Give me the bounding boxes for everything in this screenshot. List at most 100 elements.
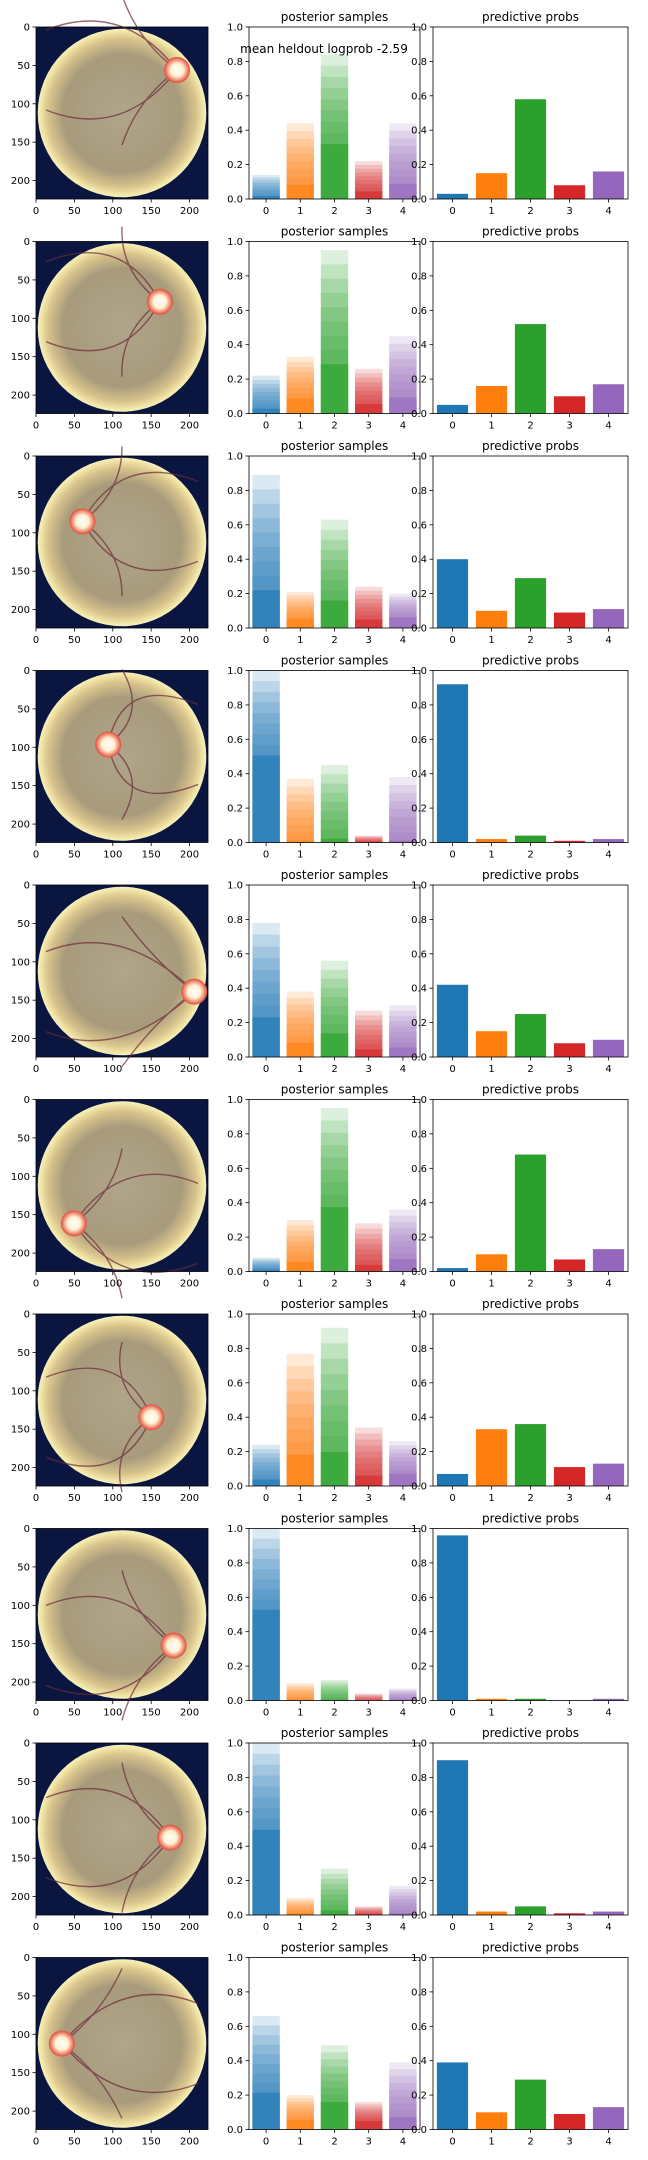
y-tick-label: 0.8 <box>411 486 427 497</box>
y-tick-label: 0.2 <box>411 804 427 815</box>
y-tick-label: 0.6 <box>411 1378 427 1389</box>
y-tick-label: 0.6 <box>227 949 243 960</box>
x-tick-label: 0 <box>449 421 455 432</box>
y-tick-label: 0.4 <box>411 984 427 995</box>
x-tick-label: 50 <box>68 1064 81 1075</box>
sample-bar-1 <box>286 802 314 843</box>
y-tick-label: 100 <box>11 1172 30 1183</box>
prob-bar-4 <box>592 171 625 199</box>
sample-bar-2 <box>320 1884 349 1915</box>
x-tick-label: 150 <box>142 421 161 432</box>
y-tick-label: 200 <box>11 1892 30 1903</box>
x-tick-label: 0 <box>449 1922 455 1933</box>
y-tick-label: 1.0 <box>411 1524 427 1535</box>
x-tick-label: 0 <box>33 1279 39 1290</box>
y-tick-label: 0.0 <box>411 1053 427 1064</box>
posterior-samples-panel: 0 1 2 3 4 0.0 0.2 0.4 0.6 0.8 1.0 posterior samples <box>227 10 421 217</box>
x-tick-label: 0 <box>449 635 455 646</box>
x-tick-label: 0 <box>263 206 269 217</box>
row-3: 0 50 100 150 200 0 50 100 150 200 0 1 2 3 4 0.0 0.2 0.4 0.… <box>11 654 629 861</box>
prob-bar-4 <box>592 1463 625 1486</box>
sample-bar-2 <box>320 801 349 843</box>
y-tick-label: 0 <box>24 23 30 34</box>
x-tick-label: 0 <box>33 1708 39 1719</box>
x-tick-label: 100 <box>103 1064 122 1075</box>
sample-bar-2 <box>320 1905 349 1915</box>
y-tick-label: 0.4 <box>227 126 243 137</box>
x-tick-label: 0 <box>33 421 39 432</box>
prob-bar-2 <box>514 835 547 843</box>
sample-bar-core-0 <box>252 1017 280 1057</box>
optic-disc <box>95 731 122 758</box>
x-tick-label: 100 <box>103 421 122 432</box>
y-tick-label: 0.6 <box>227 1164 243 1175</box>
sample-bar-core-3 <box>355 191 383 199</box>
y-tick-label: 0.0 <box>411 1267 427 1278</box>
x-tick-label: 1 <box>297 206 303 217</box>
y-tick-label: 200 <box>11 820 30 831</box>
y-tick-label: 150 <box>11 1854 30 1865</box>
y-tick-label: 0.8 <box>411 1129 427 1140</box>
sample-bar-4 <box>389 1896 417 1915</box>
panel-title: posterior samples <box>281 439 389 453</box>
sample-bar-core-4 <box>389 840 417 843</box>
sample-bar-core-4 <box>389 617 417 628</box>
sample-bar-4 <box>389 1694 417 1701</box>
y-tick-label: 100 <box>11 2030 30 2041</box>
axes-frame <box>248 1528 421 1701</box>
x-tick-label: 150 <box>142 1922 161 1933</box>
sample-bar-0 <box>252 1262 280 1272</box>
y-tick-label: 0.6 <box>227 1593 243 1604</box>
y-tick-label: 1.0 <box>227 1953 243 1964</box>
x-tick-label: 150 <box>142 1064 161 1075</box>
panel-title: predictive probs <box>482 1297 579 1311</box>
x-tick-label: 0 <box>449 850 455 861</box>
y-tick-label: 0 <box>24 1095 30 1106</box>
predictive-probs-panel: 0 1 2 3 4 0.0 0.2 0.4 0.6 0.8 1.0 predictive probs <box>411 1512 629 1719</box>
x-tick-label: 200 <box>180 1922 199 1933</box>
prob-bar-1 <box>475 1698 508 1701</box>
panel-title: posterior samples <box>281 1726 389 1740</box>
fundus-disc <box>37 1959 207 2128</box>
vessel <box>45 20 178 71</box>
sample-bar-3 <box>355 1906 383 1915</box>
sample-bar-4 <box>389 1889 417 1915</box>
y-tick-label: 0.6 <box>411 949 427 960</box>
y-tick-label: 1.0 <box>411 881 427 892</box>
x-tick-label: 1 <box>297 1279 303 1290</box>
x-tick-label: 1 <box>297 850 303 861</box>
y-tick-label: 0.0 <box>411 1911 427 1922</box>
sample-bar-3 <box>355 840 383 843</box>
prob-bar-0 <box>436 1268 469 1272</box>
y-tick-label: 150 <box>11 996 30 1007</box>
y-tick-label: 0.2 <box>227 160 243 171</box>
y-tick-label: 100 <box>11 1386 30 1397</box>
sample-bar-4 <box>389 1885 417 1915</box>
x-tick-label: 1 <box>488 1493 494 1504</box>
y-tick-label: 0 <box>24 452 30 463</box>
y-tick-label: 200 <box>11 1034 30 1045</box>
panel-title: predictive probs <box>482 1512 579 1526</box>
x-tick-label: 0 <box>33 2137 39 2148</box>
predictive-probs-panel: 0 1 2 3 4 0.0 0.2 0.4 0.6 0.8 1.0 predictive probs <box>411 1083 629 1290</box>
prob-bar-3 <box>553 840 586 843</box>
optic-disc <box>181 978 208 1005</box>
sample-bar-core-1 <box>286 1913 314 1915</box>
sample-bar-3 <box>355 1907 383 1915</box>
y-tick-label: 0.8 <box>411 1558 427 1569</box>
fundus-disc <box>37 886 207 1056</box>
y-tick-label: 0.6 <box>411 735 427 746</box>
y-tick-label: 0.0 <box>227 624 243 635</box>
axes-frame <box>248 1099 421 1272</box>
sample-bar-3 <box>355 1228 383 1272</box>
prob-bar-1 <box>475 173 508 199</box>
x-tick-label: 3 <box>566 206 572 217</box>
x-tick-label: 1 <box>488 635 494 646</box>
sample-bar-core-3 <box>355 1914 383 1915</box>
x-tick-label: 2 <box>331 635 337 646</box>
axes-frame <box>248 1742 421 1916</box>
x-tick-label: 1 <box>488 1279 494 1290</box>
x-tick-label: 4 <box>400 421 406 432</box>
prob-bar-3 <box>553 2114 586 2130</box>
optic-disc <box>60 1210 87 1237</box>
